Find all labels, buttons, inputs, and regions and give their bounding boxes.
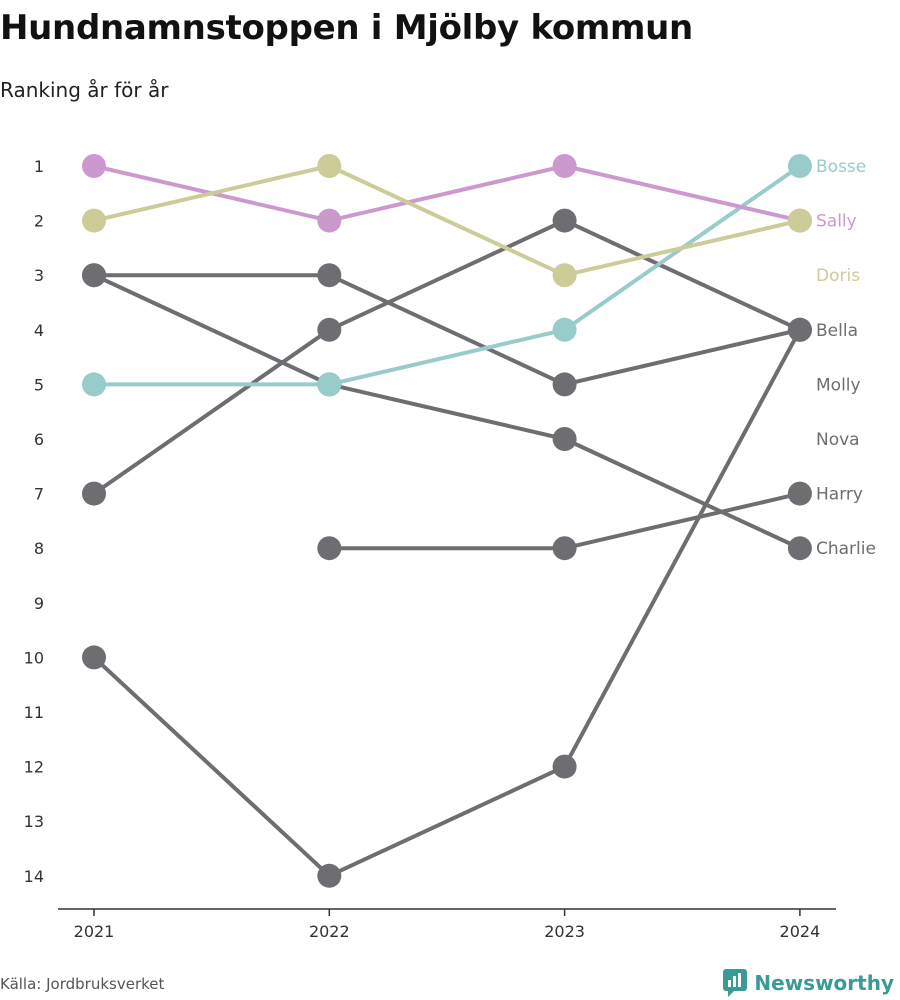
series-label-bosse: Bosse bbox=[816, 157, 866, 177]
y-tick-label: 2 bbox=[34, 212, 44, 231]
data-point-nova[interactable] bbox=[552, 754, 577, 779]
data-point-sally[interactable] bbox=[82, 154, 106, 178]
y-tick-label: 9 bbox=[34, 594, 44, 613]
y-tick-label: 10 bbox=[24, 648, 44, 667]
series-label-doris: Doris bbox=[816, 266, 860, 286]
data-point-sally[interactable] bbox=[552, 154, 577, 178]
chart-subtitle: Ranking år för år bbox=[0, 78, 169, 102]
data-point-nova[interactable] bbox=[787, 317, 812, 342]
data-point-charlie[interactable] bbox=[82, 263, 106, 288]
data-point-bella[interactable] bbox=[317, 317, 342, 342]
data-point-sally[interactable] bbox=[317, 208, 342, 233]
data-point-bosse[interactable] bbox=[82, 372, 106, 397]
brand-name: Newsworthy bbox=[754, 971, 894, 995]
y-tick-label: 12 bbox=[24, 758, 44, 777]
data-point-bosse[interactable] bbox=[787, 154, 812, 178]
data-point-harry[interactable] bbox=[787, 481, 812, 506]
data-point-bella[interactable] bbox=[552, 208, 577, 233]
series-line-nova bbox=[92, 327, 802, 878]
x-tick-label: 2021 bbox=[74, 922, 115, 941]
bar-chart-icon bbox=[723, 969, 748, 997]
x-axis: 2021 2022 2023 2024 bbox=[58, 908, 836, 941]
series-end-labels: Bosse Sally Doris Bella Molly Nova Harry Charli… bbox=[816, 157, 876, 559]
y-tick-label: 8 bbox=[34, 539, 44, 558]
y-tick-label: 1 bbox=[34, 157, 44, 176]
series-label-sally: Sally bbox=[816, 212, 857, 232]
data-point-harry[interactable] bbox=[317, 536, 342, 561]
series-line-doris bbox=[92, 164, 802, 278]
y-tick-label: 4 bbox=[34, 321, 44, 340]
y-tick-label: 14 bbox=[24, 867, 44, 886]
series-points bbox=[82, 154, 812, 888]
y-tick-label: 11 bbox=[24, 703, 44, 722]
series-lines bbox=[92, 164, 802, 878]
data-point-bosse[interactable] bbox=[317, 372, 342, 397]
data-point-nova[interactable] bbox=[317, 863, 342, 888]
y-tick-label: 6 bbox=[34, 430, 44, 449]
data-point-harry[interactable] bbox=[552, 536, 577, 561]
y-tick-label: 7 bbox=[34, 485, 44, 504]
data-point-charlie[interactable] bbox=[787, 536, 812, 561]
data-point-bella[interactable] bbox=[82, 481, 106, 506]
y-tick-label: 5 bbox=[34, 375, 44, 394]
series-line-sally bbox=[92, 164, 802, 223]
series-line-charlie bbox=[92, 273, 802, 551]
series-line-bella bbox=[92, 218, 802, 496]
data-point-doris[interactable] bbox=[317, 154, 342, 178]
series-label-charlie: Charlie bbox=[816, 539, 876, 559]
data-point-charlie[interactable] bbox=[552, 427, 577, 451]
y-tick-label: 3 bbox=[34, 266, 44, 285]
series-label-molly: Molly bbox=[816, 375, 861, 395]
chart-title: Hundnamnstoppen i Mjölby kommun bbox=[0, 8, 693, 48]
y-tick-label: 13 bbox=[24, 812, 44, 831]
data-point-bosse[interactable] bbox=[552, 317, 577, 342]
data-point-molly[interactable] bbox=[552, 372, 577, 397]
data-point-nova[interactable] bbox=[82, 645, 106, 670]
data-point-doris[interactable] bbox=[552, 263, 577, 288]
series-label-bella: Bella bbox=[816, 321, 858, 341]
data-point-doris[interactable] bbox=[787, 208, 812, 233]
x-tick-label: 2024 bbox=[780, 922, 821, 941]
x-tick-label: 2022 bbox=[309, 922, 350, 941]
series-label-harry: Harry bbox=[816, 485, 863, 505]
source-note: Källa: Jordbruksverket bbox=[0, 975, 165, 993]
x-tick-label: 2023 bbox=[544, 922, 585, 941]
brand-logo[interactable]: Newsworthy bbox=[722, 968, 894, 998]
data-point-molly[interactable] bbox=[317, 263, 342, 288]
series-line-molly bbox=[92, 273, 802, 387]
series-label-nova: Nova bbox=[816, 430, 860, 450]
data-point-doris[interactable] bbox=[82, 208, 106, 233]
